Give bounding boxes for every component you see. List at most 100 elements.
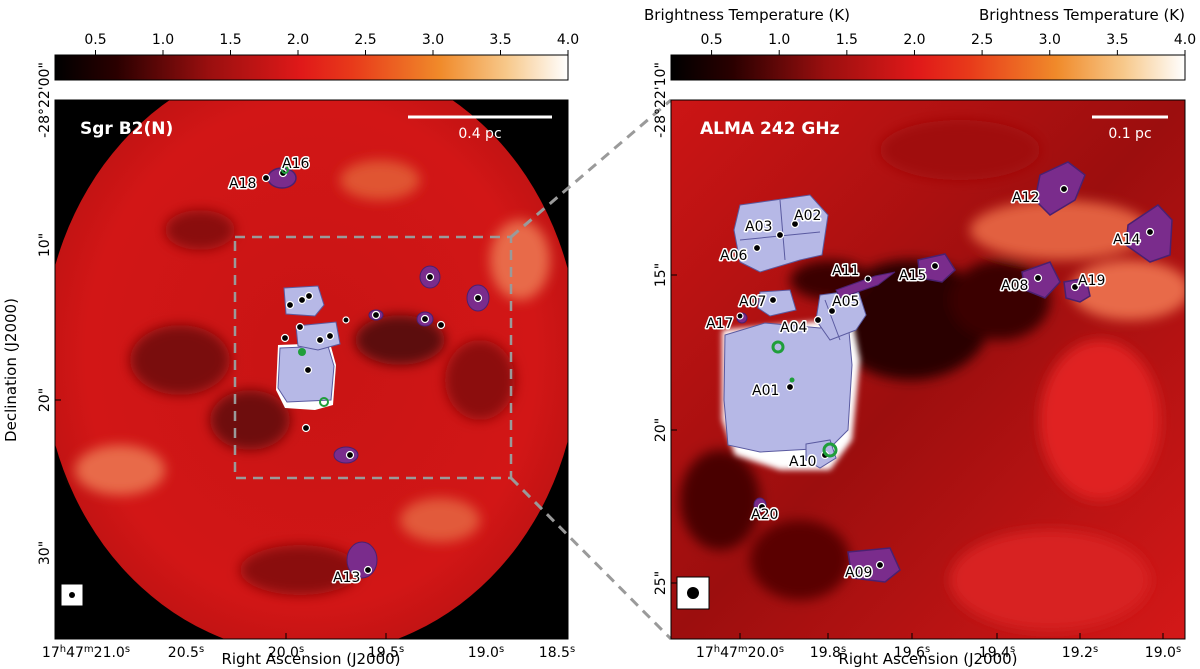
colorbar-tick-label: 4.0	[557, 32, 579, 48]
source-label-a11: A11	[832, 263, 859, 279]
source-label-a01: A01	[752, 383, 779, 399]
panel-left-map-texture	[75, 160, 550, 595]
panel-left-frame	[54, 99, 569, 640]
colorbar-right-gradient	[670, 54, 1186, 81]
source-label-a03: A03	[745, 219, 772, 235]
colorbar-tick-label: 2.5	[971, 32, 993, 48]
colorbar-tick-label: 3.0	[422, 32, 444, 48]
x-tick-label: 17h47m20.0s	[696, 644, 784, 662]
y-tick-label: 15"	[653, 263, 669, 287]
source-label-a16: A16	[282, 156, 309, 172]
source-blob	[847, 547, 901, 583]
colorbar-tick-label: 3.5	[489, 32, 511, 48]
x-tick-label: 19.0s	[1145, 644, 1181, 662]
x-tick-label: 19.6s	[894, 644, 930, 662]
source-label-a08: A08	[1001, 278, 1028, 294]
source-label-a09: A09	[845, 565, 872, 581]
x-tick-label: 20.0s	[268, 644, 304, 662]
colorbar-left: Brightness Temperature (K) 0.5 1.0 1.5 2.0 2…	[54, 6, 850, 81]
panel-right-source-labels: A01 A02 A03 A04 A05 A06 A07 A08 A09 A10 A11 A12 A14 A…	[705, 189, 1142, 583]
source-label-a14: A14	[1113, 232, 1140, 248]
panel-right-title: ALMA 242 GHz	[700, 119, 840, 139]
y-tick-label: 10"	[37, 233, 53, 257]
source-label-a02: A02	[794, 208, 821, 224]
source-dots	[261, 168, 483, 575]
core-a10-contour	[805, 439, 837, 469]
y-tick-label: -28°22'10"	[653, 62, 669, 138]
panel-left-beam	[69, 592, 75, 598]
panel-right-y-ticks: -28°22'10" 15" 20" 25"	[653, 62, 677, 595]
core-divider	[779, 199, 786, 261]
source-label-a06: A06	[720, 248, 747, 264]
colorbar-tick-label: 4.0	[1174, 32, 1196, 48]
x-tick-label: 19.0s	[468, 644, 504, 662]
colorbar-tick-label: 2.0	[903, 32, 925, 48]
core-mid-contour	[295, 321, 341, 351]
colorbar-tick-label: 3.5	[1106, 32, 1128, 48]
panel-right-scalebar-label: 0.1 pc	[1108, 126, 1151, 142]
panel-right-x-ticks: 17h47m20.0s 19.8s 19.6s 19.4s 19.2s 19.0s	[696, 633, 1181, 661]
colorbar-tick-label: 1.5	[836, 32, 858, 48]
core-divider	[824, 299, 841, 341]
x-tick-label: 19.8s	[810, 644, 846, 662]
zoom-box	[233, 235, 513, 480]
colorbar-right-ticks: 0.5 1.0 1.5 2.0 2.5 3.0 3.5 4.0 Brightness Tempe…	[700, 6, 1196, 55]
source-label-a15: A15	[899, 268, 926, 284]
colorbar-left-label: Brightness Temperature (K)	[644, 6, 850, 24]
colorbar-tick-label: 3.0	[1039, 32, 1061, 48]
y-tick-label: -28°22'00"	[37, 62, 53, 138]
panel-left-xlabel: Right Ascension (J2000)	[221, 650, 400, 668]
source-label-a20: A20	[751, 507, 778, 523]
panel-right-frame	[670, 99, 1186, 640]
y-tick-label: 25"	[653, 571, 669, 595]
green-marker	[319, 397, 329, 407]
colorbar-tick-label: 0.5	[700, 32, 722, 48]
y-tick-label: 20"	[37, 388, 53, 412]
panel-left: Sgr B2(N) 0.4 pc A16 A18 A13 17h47m21.0s 20…	[2, 62, 575, 668]
core-west-contour	[757, 289, 797, 317]
x-tick-label: 17h47m21.0s	[42, 644, 130, 662]
colorbar-tick-label: 2.0	[287, 32, 309, 48]
source-label-a07: A07	[739, 294, 766, 310]
source-label-a13: A13	[333, 570, 360, 586]
colorbar-tick-label: 1.0	[152, 32, 174, 48]
green-marker	[281, 166, 289, 174]
panel-left-scalebar-label: 0.4 pc	[458, 126, 501, 142]
panel-left-ylabel: Declination (J2000)	[2, 298, 20, 442]
source-label-a17: A17	[706, 316, 733, 332]
panel-left-y-ticks: -28°22'00" 10" 20" 30"	[37, 62, 61, 565]
x-tick-label: 19.4s	[979, 644, 1015, 662]
panel-left-title: Sgr B2(N)	[80, 119, 173, 139]
green-marker	[771, 340, 785, 354]
x-tick-label: 19.2s	[1062, 644, 1098, 662]
x-tick-label: 20.5s	[168, 644, 204, 662]
colorbar-tick-label: 1.5	[219, 32, 241, 48]
source-label-a19: A19	[1078, 273, 1105, 289]
y-tick-label: 30"	[37, 541, 53, 565]
green-marker	[298, 348, 306, 356]
colorbar-tick-label: 1.0	[768, 32, 790, 48]
colorbar-right: 0.5 1.0 1.5 2.0 2.5 3.0 3.5 4.0 Brightness Tempe…	[670, 6, 1196, 81]
panel-right-xlabel: Right Ascension (J2000)	[838, 650, 1017, 668]
panel-left-source-labels: A16 A18 A13	[228, 155, 362, 588]
panel-right-map-texture	[680, 120, 1185, 630]
x-tick-label: 18.5s	[539, 644, 575, 662]
source-label-a04: A04	[780, 320, 807, 336]
green-marker	[822, 442, 838, 458]
zoom-connector-top	[510, 98, 672, 239]
green-marker	[789, 377, 795, 383]
colorbar-tick-label: 2.5	[354, 32, 376, 48]
x-tick-label: 19.5s	[368, 644, 404, 662]
colorbar-tick-label: 0.5	[84, 32, 106, 48]
source-label-a10: A10	[789, 454, 816, 470]
panel-right-beam	[687, 587, 699, 599]
source-label-a18: A18	[229, 176, 256, 192]
core-contour	[277, 345, 335, 403]
panel-left-x-ticks: 17h47m21.0s 20.5s 20.0s 19.5s 19.0s 18.5s	[42, 633, 575, 661]
colorbar-left-ticks: 0.5 1.0 1.5 2.0 2.5 3.0 3.5 4.0	[84, 32, 579, 55]
y-tick-label: 20"	[653, 418, 669, 442]
source-label-a12: A12	[1012, 190, 1039, 206]
zoom-connector-bottom	[509, 476, 673, 641]
colorbar-right-label: Brightness Temperature (K)	[979, 6, 1185, 24]
